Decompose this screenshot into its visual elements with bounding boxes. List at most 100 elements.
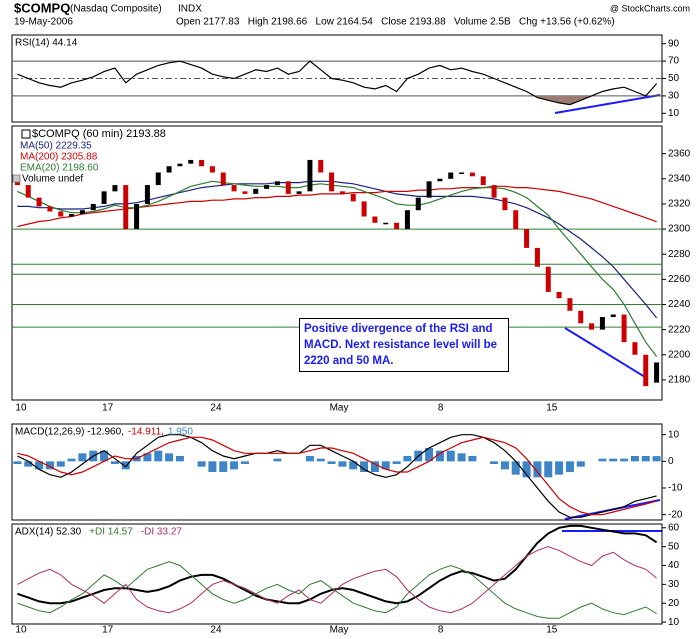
histogram-bar	[522, 461, 531, 478]
histogram-bar	[13, 461, 22, 464]
candle	[101, 191, 107, 204]
y-tick-label: 2360	[668, 148, 691, 159]
candle	[177, 163, 183, 167]
y-tick-label: 2320	[668, 199, 691, 210]
y-tick-label: 50	[668, 541, 680, 552]
trend-line	[554, 94, 661, 114]
candle	[329, 172, 335, 192]
x-tick-label: 10	[15, 403, 27, 414]
histogram-bar	[24, 461, 33, 467]
histogram-bar	[511, 461, 520, 475]
histogram-bar	[67, 458, 76, 462]
watermark: @ StockCharts.com	[610, 3, 690, 13]
candle	[209, 166, 215, 173]
candle	[285, 181, 291, 194]
candle	[621, 314, 627, 343]
x-tick-label: 10	[15, 625, 27, 636]
panel-frame	[11, 423, 663, 521]
histogram-bar	[652, 456, 661, 462]
x-tick-label: 17	[102, 403, 114, 414]
candle	[513, 210, 519, 230]
y-tick-label: 60	[668, 522, 680, 533]
histogram-bar	[143, 453, 152, 462]
x-tick-label: May	[330, 403, 349, 414]
candle	[654, 362, 660, 383]
candle	[459, 172, 465, 175]
y-tick-label: 2180	[668, 375, 691, 386]
candle	[296, 191, 302, 194]
y-tick-label: 20	[668, 598, 680, 609]
histogram-bar	[598, 458, 607, 462]
histogram-bar	[240, 461, 249, 464]
candle	[599, 317, 605, 330]
candle	[188, 159, 194, 164]
y-tick-label: 10	[668, 429, 680, 440]
candle	[231, 185, 237, 192]
legend-swatch	[21, 129, 31, 139]
histogram-bar	[316, 458, 325, 462]
histogram-bar	[533, 461, 542, 478]
x-tick-label: 24	[210, 403, 222, 414]
exchange: INDX	[178, 4, 202, 15]
histogram-bar	[110, 461, 119, 464]
y-tick-label: 70	[668, 56, 680, 67]
histogram-bar	[273, 458, 282, 462]
histogram-bar	[305, 456, 314, 462]
candle	[469, 172, 475, 177]
histogram-bar	[457, 453, 466, 462]
y-tick-label: -20	[668, 509, 683, 520]
y-tick-label: -10	[668, 483, 683, 494]
candle	[502, 197, 508, 211]
candle	[534, 247, 540, 267]
histogram-bar	[490, 461, 499, 464]
histogram-bar	[641, 456, 650, 462]
legend-entry: MA(50) 2229.35	[20, 141, 92, 152]
candle	[394, 222, 400, 230]
histogram-bar	[381, 461, 390, 470]
histogram-bar	[100, 450, 109, 462]
candle	[242, 191, 248, 194]
panel-frame	[11, 523, 663, 625]
annotation: Positive divergence of the RSI and MACD.…	[299, 318, 509, 372]
histogram-bar	[175, 456, 184, 462]
histogram-bar	[338, 461, 347, 467]
histogram-bar	[154, 450, 163, 462]
panel-frame	[11, 125, 663, 401]
series-line	[17, 185, 657, 228]
histogram-bar	[208, 461, 217, 472]
y-tick-label: 2340	[668, 173, 691, 184]
histogram-bar	[555, 461, 564, 475]
legend-entry: RSI(14) 44.14	[15, 38, 78, 49]
histogram-bar	[360, 461, 369, 472]
y-tick-label: 40	[668, 560, 680, 571]
x-tick-label: 17	[102, 625, 114, 636]
x-tick-label: May	[330, 625, 349, 636]
candle	[144, 185, 150, 204]
symbol: $COMPQ	[14, 0, 70, 15]
symbol-name: (Nasdaq Composite)	[70, 4, 162, 15]
histogram-bar	[446, 450, 455, 462]
histogram-bar	[468, 456, 477, 462]
histogram-bar	[609, 458, 618, 462]
y-tick-label: 0	[668, 456, 674, 467]
histogram-bar	[121, 461, 130, 470]
candle	[264, 185, 270, 189]
legend-entry: EMA(20) 2198.60	[20, 163, 99, 174]
histogram-bar	[35, 461, 44, 470]
candle	[578, 310, 584, 324]
candle	[123, 185, 129, 230]
candle	[47, 206, 53, 212]
candle	[350, 193, 356, 202]
histogram-bar	[576, 461, 585, 467]
y-tick-label: 2280	[668, 249, 691, 260]
histogram-bar	[620, 458, 629, 462]
histogram-bar	[425, 448, 434, 462]
series-line	[17, 546, 657, 614]
candle	[90, 203, 96, 211]
series-line	[17, 60, 658, 106]
legend-entry: -14.911,	[128, 427, 164, 438]
candle	[426, 181, 432, 198]
y-tick-label: 30	[668, 91, 680, 102]
